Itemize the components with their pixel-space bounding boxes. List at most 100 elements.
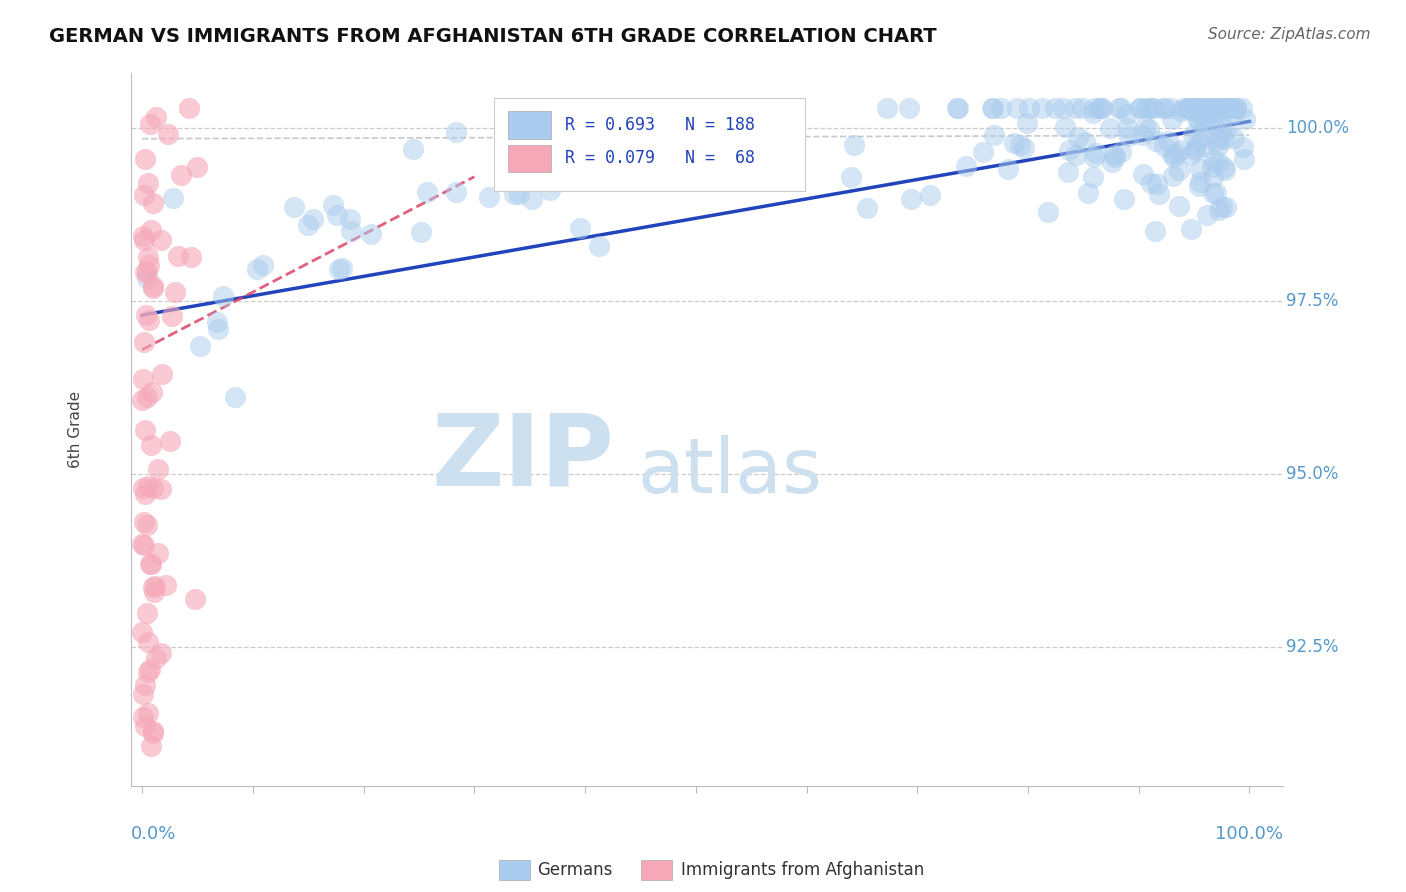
Point bbox=[1195, 101, 1218, 115]
Point bbox=[1084, 146, 1107, 161]
Point bbox=[1206, 154, 1229, 169]
Point bbox=[180, 250, 202, 264]
Point bbox=[132, 187, 155, 202]
Point bbox=[1178, 103, 1201, 118]
Point bbox=[1104, 150, 1126, 164]
Point bbox=[444, 125, 467, 139]
Point bbox=[165, 285, 187, 299]
Point bbox=[1233, 152, 1256, 166]
Point bbox=[142, 580, 165, 594]
Point bbox=[146, 546, 169, 560]
Point bbox=[1182, 128, 1205, 142]
Point bbox=[141, 385, 163, 400]
Point bbox=[1194, 138, 1216, 153]
Point bbox=[1112, 192, 1135, 206]
Point bbox=[946, 101, 969, 115]
Text: 95.0%: 95.0% bbox=[1286, 466, 1339, 483]
Point bbox=[946, 101, 969, 115]
Point bbox=[150, 646, 173, 660]
Text: 6th Grade: 6th Grade bbox=[69, 391, 83, 467]
Point bbox=[141, 557, 163, 571]
Point bbox=[1074, 135, 1097, 149]
Point bbox=[1070, 101, 1092, 115]
Point bbox=[1098, 120, 1121, 135]
Point bbox=[1116, 120, 1139, 135]
Point bbox=[1091, 101, 1114, 115]
Point bbox=[136, 706, 159, 720]
Point bbox=[1153, 101, 1175, 115]
Text: Source: ZipAtlas.com: Source: ZipAtlas.com bbox=[1208, 27, 1371, 42]
Point bbox=[540, 183, 562, 197]
Point bbox=[1116, 107, 1139, 121]
Point bbox=[1173, 101, 1195, 115]
Point bbox=[1187, 134, 1209, 148]
Point bbox=[918, 188, 941, 202]
Point bbox=[997, 162, 1019, 177]
Point bbox=[990, 101, 1012, 115]
Point bbox=[1212, 101, 1234, 115]
Point bbox=[159, 434, 181, 449]
Point bbox=[134, 678, 156, 692]
Point bbox=[1166, 145, 1188, 160]
Point bbox=[1216, 121, 1239, 136]
Point bbox=[1177, 101, 1199, 115]
Point bbox=[972, 145, 994, 160]
Point bbox=[139, 557, 162, 571]
Point bbox=[246, 261, 269, 276]
Point bbox=[1178, 101, 1201, 115]
Point bbox=[1208, 131, 1230, 145]
Point bbox=[330, 261, 353, 276]
Point bbox=[138, 313, 160, 327]
Point bbox=[132, 687, 155, 701]
Point bbox=[1211, 101, 1233, 115]
Point bbox=[339, 212, 361, 227]
Point bbox=[569, 221, 592, 235]
Point bbox=[134, 423, 156, 437]
Point bbox=[1140, 101, 1163, 115]
Point bbox=[211, 289, 233, 303]
Point bbox=[1213, 101, 1236, 115]
Point bbox=[1056, 165, 1078, 179]
Point bbox=[1083, 150, 1105, 164]
Point bbox=[1188, 114, 1211, 128]
Point bbox=[146, 461, 169, 475]
Point bbox=[1083, 101, 1105, 115]
Point bbox=[1202, 105, 1225, 120]
Point bbox=[1225, 101, 1247, 115]
FancyBboxPatch shape bbox=[494, 98, 804, 191]
Point bbox=[1144, 224, 1167, 238]
Point bbox=[1213, 132, 1236, 146]
Point bbox=[132, 710, 155, 724]
Point bbox=[1209, 120, 1232, 135]
Point bbox=[402, 142, 425, 156]
Point bbox=[1135, 120, 1157, 134]
Point bbox=[842, 138, 865, 153]
Point bbox=[1189, 162, 1212, 177]
Point bbox=[325, 208, 347, 222]
Point bbox=[134, 335, 156, 350]
Point bbox=[1160, 112, 1182, 127]
Point bbox=[134, 515, 156, 529]
Point bbox=[1153, 139, 1175, 153]
Point bbox=[1083, 169, 1105, 184]
Point bbox=[138, 117, 160, 131]
Point bbox=[138, 258, 160, 272]
Point bbox=[252, 258, 274, 272]
Point bbox=[136, 634, 159, 648]
Point bbox=[1180, 222, 1202, 236]
Point bbox=[1147, 187, 1170, 202]
Point bbox=[1198, 101, 1220, 115]
Point bbox=[1077, 186, 1099, 201]
Point bbox=[283, 200, 305, 214]
Point bbox=[142, 726, 165, 740]
Point bbox=[160, 309, 183, 323]
Point bbox=[1063, 101, 1085, 115]
Point bbox=[1008, 138, 1031, 153]
Text: R = 0.079   N =  68: R = 0.079 N = 68 bbox=[565, 150, 755, 168]
Point bbox=[1185, 101, 1208, 115]
Point bbox=[1188, 101, 1211, 115]
Point bbox=[1137, 101, 1160, 115]
Point bbox=[224, 390, 246, 404]
Point bbox=[1202, 101, 1225, 115]
Point bbox=[1153, 101, 1175, 115]
